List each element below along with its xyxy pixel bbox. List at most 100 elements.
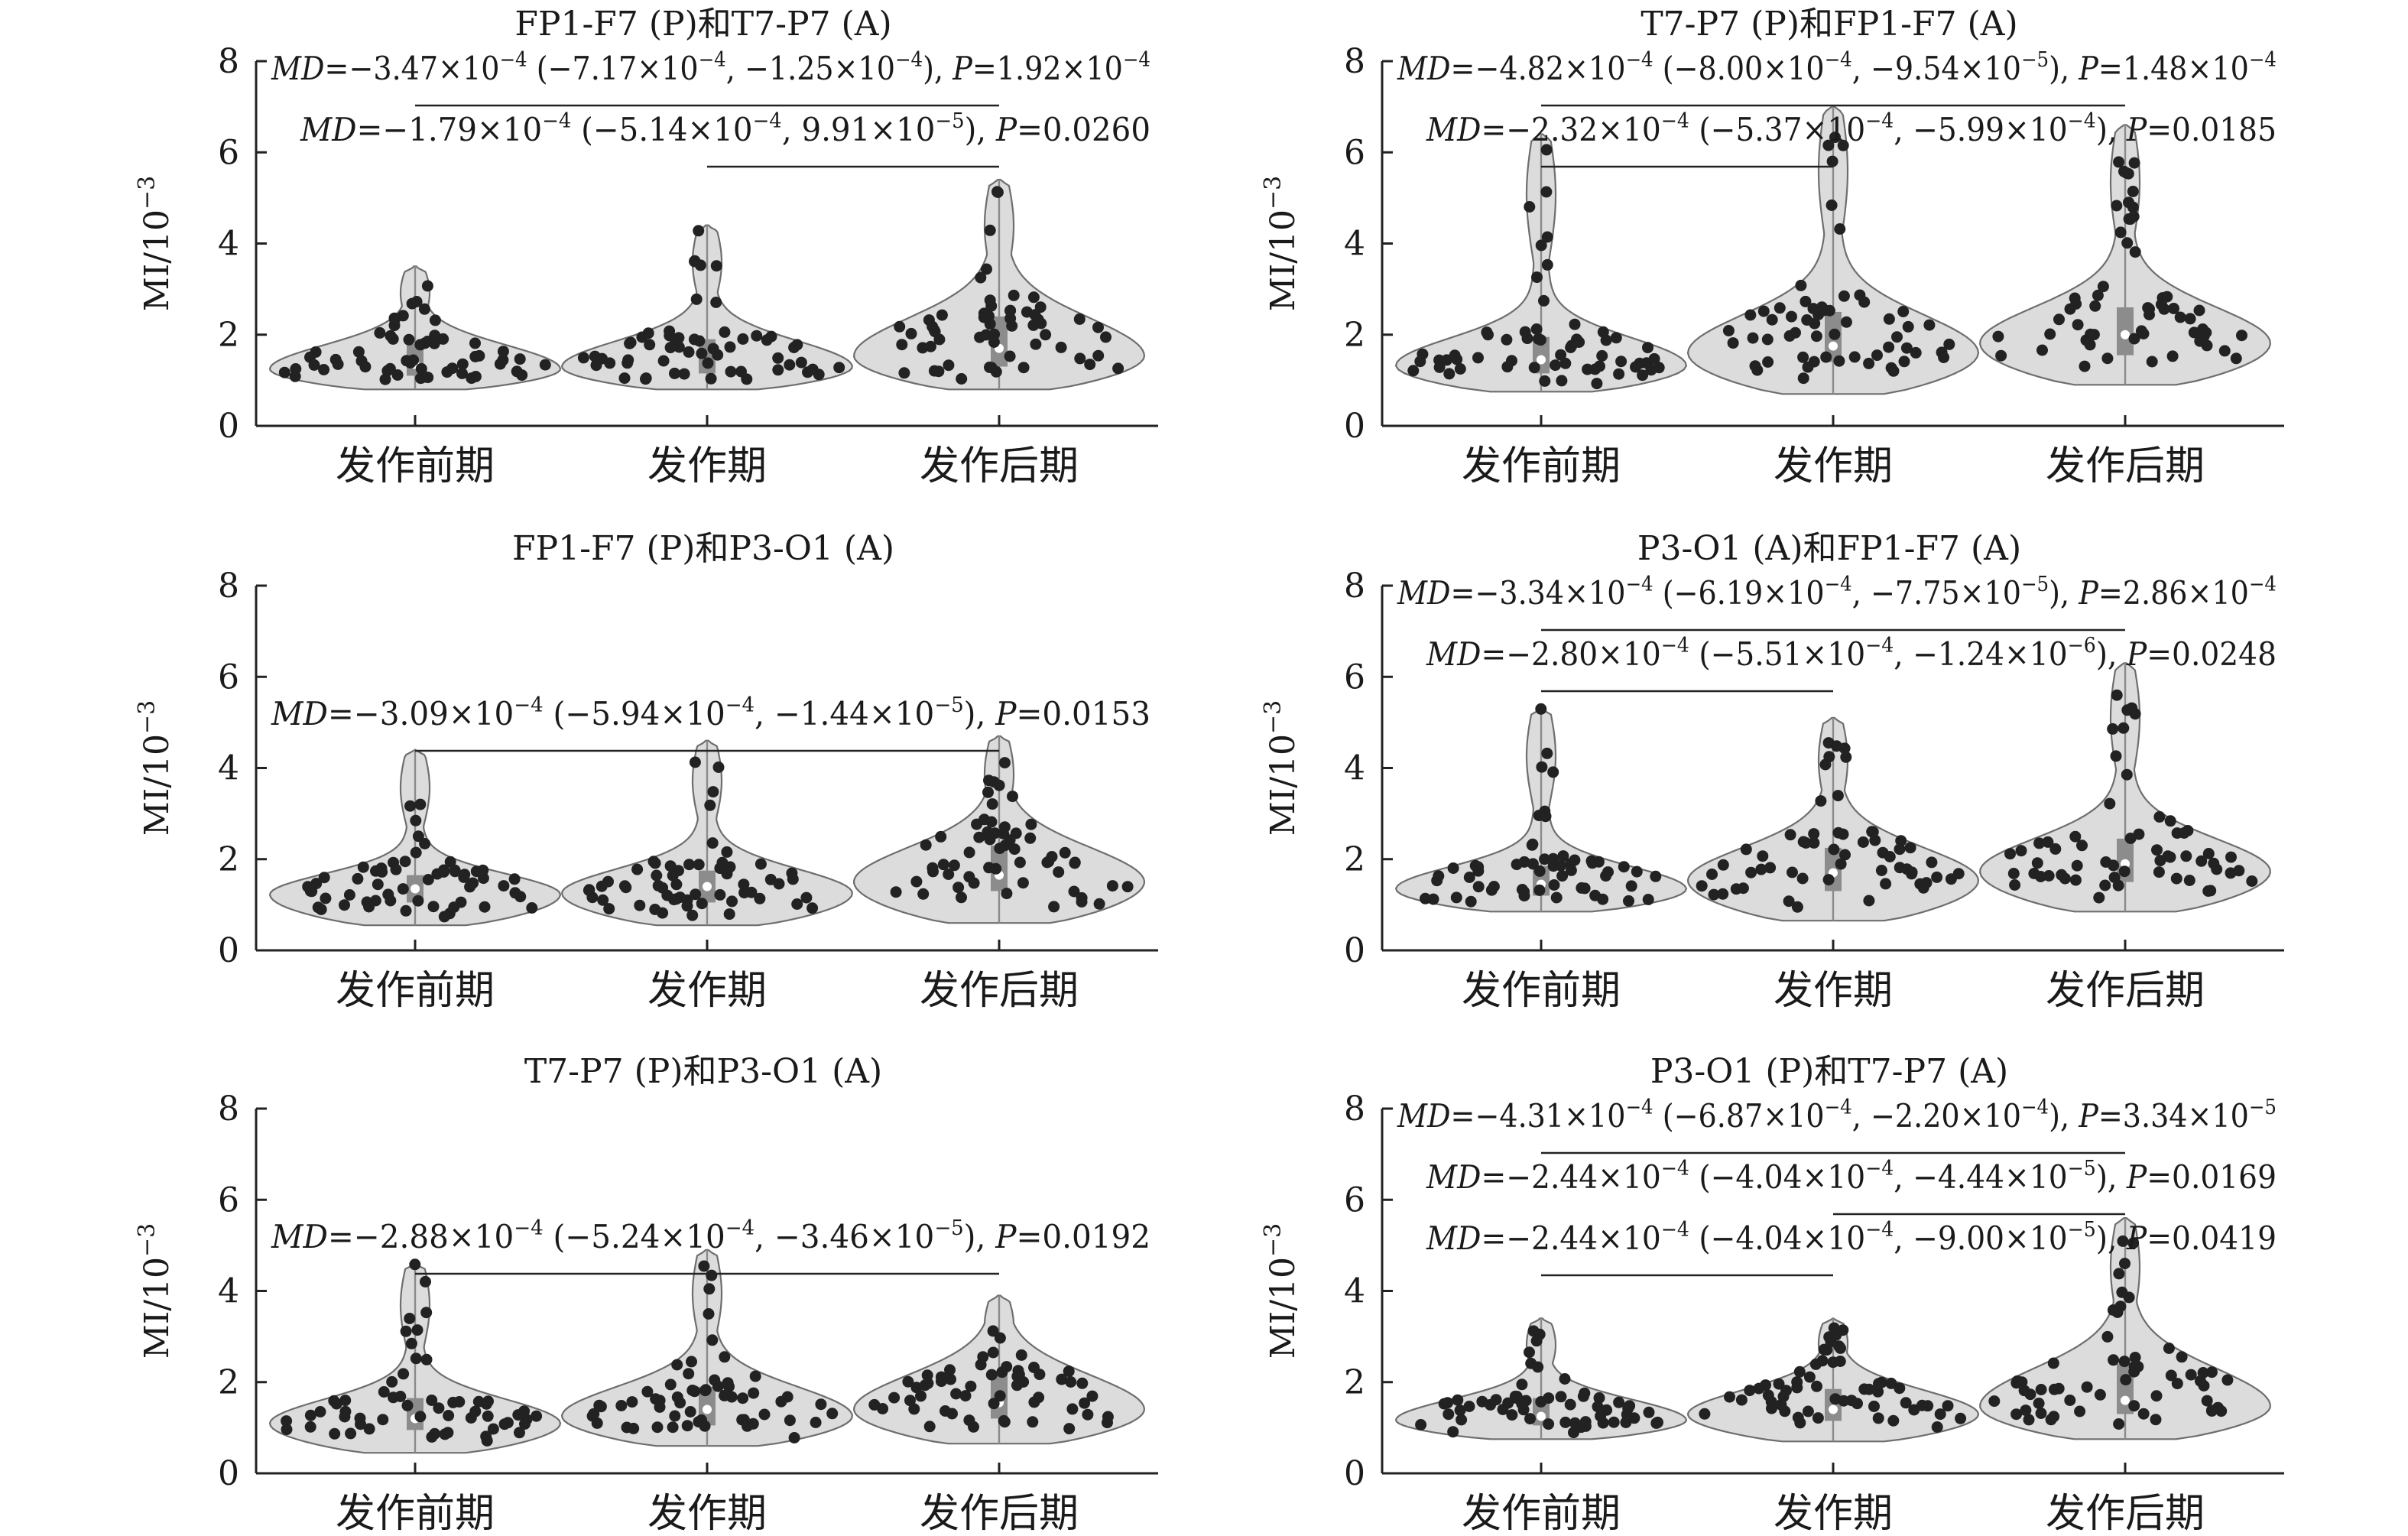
data-point <box>919 1379 931 1391</box>
data-point <box>588 1408 600 1420</box>
comparison-stat: MD=−1.79×10−4 (−5.14×10−4, 9.91×10−5), P… <box>300 109 1150 148</box>
data-point <box>1696 880 1708 892</box>
data-point <box>1069 857 1081 869</box>
ci-lower: (−6.87×10 <box>1653 1097 1825 1135</box>
data-point <box>2089 300 2101 312</box>
data-point <box>2127 201 2139 213</box>
data-point <box>314 1406 326 1417</box>
data-point <box>927 865 939 878</box>
data-point <box>1829 328 1841 340</box>
data-point <box>1851 1398 1863 1410</box>
data-point <box>420 1307 433 1319</box>
data-point <box>1014 856 1026 869</box>
ci-upper-exponent: −5 <box>934 1216 963 1240</box>
data-point <box>2194 335 2206 347</box>
ci-upper-exponent: −5 <box>934 693 963 717</box>
data-point <box>411 1324 424 1336</box>
data-point <box>497 346 509 358</box>
data-point <box>959 1390 972 1402</box>
data-point <box>2205 885 2217 897</box>
data-point <box>1943 338 1955 350</box>
data-point <box>1800 295 1812 307</box>
data-point <box>2074 1405 2086 1417</box>
ci-lower: (−5.37×10 <box>1689 111 1865 148</box>
data-point <box>1773 1378 1785 1390</box>
data-point <box>411 296 423 307</box>
data-point <box>722 1377 734 1389</box>
data-point <box>2201 1395 2213 1407</box>
data-point <box>1823 751 1835 763</box>
p-label: P <box>2126 111 2147 148</box>
data-point <box>826 1408 839 1420</box>
y-axis-label: MI/10−3 <box>134 1223 177 1359</box>
data-point <box>1093 898 1105 910</box>
data-point <box>683 1368 695 1380</box>
data-point <box>1995 349 2007 362</box>
data-point <box>1082 1408 1094 1421</box>
data-point <box>1808 836 1820 849</box>
data-point <box>2230 352 2242 365</box>
data-point <box>644 339 656 351</box>
data-point <box>1516 1379 1528 1391</box>
data-point <box>1906 868 1918 880</box>
data-point <box>509 887 521 899</box>
data-point <box>1511 859 1523 871</box>
data-point <box>702 357 714 369</box>
median-marker <box>703 882 712 891</box>
data-point <box>1883 341 1895 353</box>
p-exponent: −4 <box>1123 48 1150 72</box>
y-tick-label: 0 <box>218 407 239 446</box>
data-point <box>1737 882 1749 895</box>
data-point <box>2168 303 2179 314</box>
data-point <box>1751 364 1764 376</box>
data-point <box>1745 866 1757 878</box>
data-point <box>2151 844 2163 856</box>
data-point <box>725 365 737 378</box>
data-point <box>2035 1408 2047 1419</box>
chart-panel-5: T7-P7 (P)和P3-O1 (A) MI/10−3 0 2 4 6 8 发作前期 发作期 发作… <box>134 1052 1158 1536</box>
data-point <box>1880 878 1892 890</box>
data-point <box>737 1392 749 1404</box>
data-point <box>469 337 481 349</box>
data-point <box>1450 891 1462 904</box>
data-point <box>689 1385 701 1398</box>
data-point <box>2128 157 2140 169</box>
ci-lower: (−7.17×10 <box>527 50 699 87</box>
data-point <box>1539 853 1551 865</box>
data-point <box>1830 1329 1842 1341</box>
data-point <box>2079 360 2091 372</box>
data-point <box>784 1414 796 1427</box>
data-point <box>800 891 813 904</box>
data-point <box>429 314 441 326</box>
md-exponent: −4 <box>1661 634 1689 658</box>
data-point <box>1007 791 1018 803</box>
comparison-stat: MD=−2.44×10−4 (−4.04×10−4, −4.44×10−5), … <box>1426 1157 2277 1196</box>
data-point <box>2036 344 2048 356</box>
x-tick-label: 发作后期 <box>2046 443 2205 489</box>
data-point <box>1086 1390 1099 1402</box>
ci-upper: , 9.91×10 <box>782 111 936 148</box>
y-tick-label: 6 <box>218 658 239 697</box>
data-point <box>654 1401 666 1413</box>
md-exponent: −4 <box>500 48 527 72</box>
p-value: =0.0248 <box>2147 635 2277 673</box>
data-point <box>963 1414 975 1427</box>
data-point <box>683 346 695 358</box>
data-point <box>1569 1417 1581 1429</box>
data-point <box>2107 723 2119 735</box>
data-point <box>888 1391 901 1404</box>
data-point <box>1735 1394 1748 1406</box>
data-point <box>2205 1366 2218 1379</box>
data-point <box>724 341 736 353</box>
x-tick-label: 发作期 <box>1774 968 1893 1014</box>
data-point <box>2101 352 2114 365</box>
data-point <box>1530 323 1543 335</box>
y-axis-label: MI/10−3 <box>1260 1223 1303 1359</box>
data-point <box>2101 1330 2114 1343</box>
data-point <box>1046 851 1058 862</box>
comparison-stat: MD=−3.09×10−4 (−5.94×10−4, −1.44×10−5), … <box>271 693 1150 732</box>
data-point <box>458 871 470 883</box>
data-point <box>2072 319 2084 331</box>
p-value: =0.0153 <box>1016 695 1150 732</box>
data-point <box>1048 901 1060 913</box>
